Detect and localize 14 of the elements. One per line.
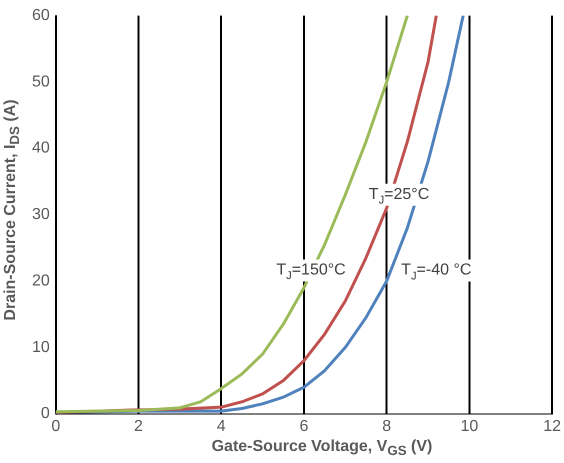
- y-tick-label: 20: [32, 272, 50, 290]
- y-tick-label: 40: [32, 140, 50, 157]
- y-tick-label: 60: [32, 7, 50, 24]
- x-tick-label: 10: [460, 418, 478, 435]
- x-tick-label: 4: [216, 418, 226, 435]
- x-tick-label: 6: [299, 418, 308, 435]
- x-tick-label: 2: [134, 418, 144, 435]
- y-tick-label: 10: [32, 338, 50, 356]
- y-tick-label: 50: [32, 73, 50, 90]
- x-axis-title: Gate-Source Voltage, V$_{GS}$ (V): [210, 438, 434, 458]
- x-tick-label: 8: [382, 418, 392, 435]
- y-tick-label: 0: [40, 405, 50, 422]
- y-tick-label: 30: [32, 206, 50, 224]
- x-tick-label: 12: [543, 418, 562, 435]
